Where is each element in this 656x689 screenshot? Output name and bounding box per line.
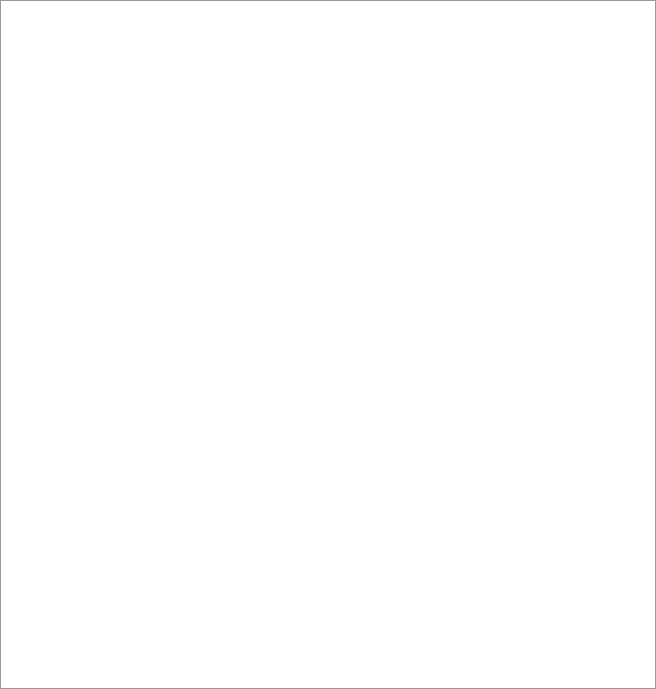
chart-container xyxy=(0,0,656,689)
plot-area xyxy=(53,71,613,581)
chart-svg xyxy=(53,71,613,581)
